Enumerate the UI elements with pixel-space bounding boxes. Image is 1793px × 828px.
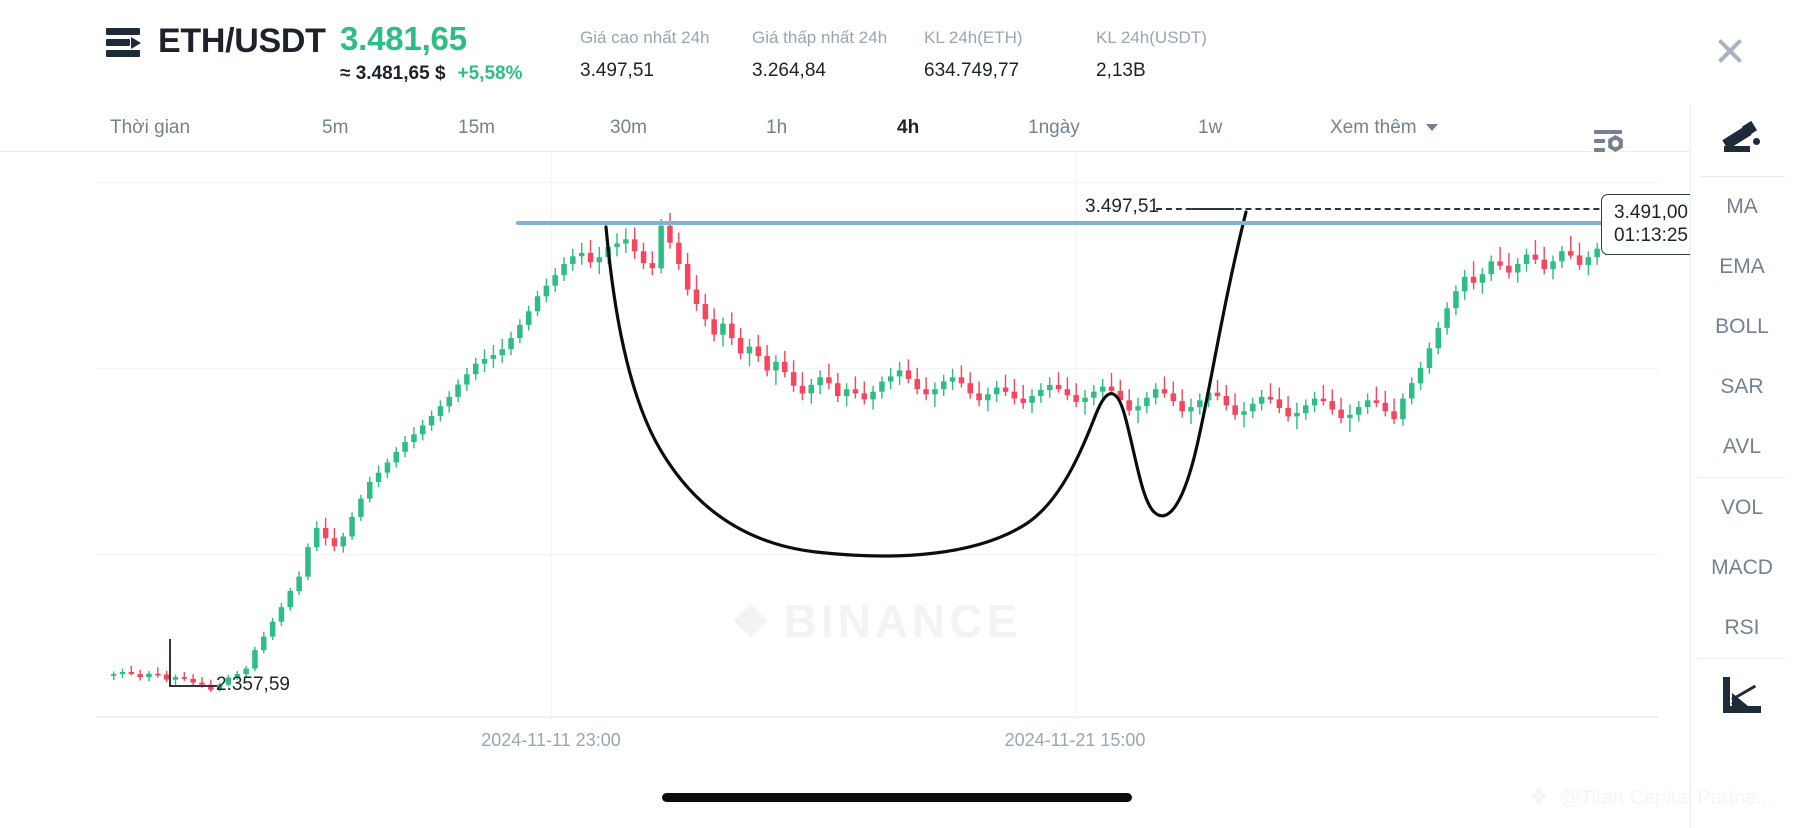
chevron-down-icon	[1425, 124, 1438, 131]
tab-timeframe-4h[interactable]: 4h	[897, 116, 920, 138]
indicator-ma[interactable]: MA	[1726, 195, 1758, 218]
plot-region[interactable]: BINANCE 3.497,51 2.357,59	[96, 152, 1659, 717]
stat-volume-eth: KL 24h(ETH) 634.749,77	[924, 25, 1096, 82]
current-price-dashed-line	[1156, 208, 1659, 210]
timeframe-label: Thời gian	[110, 116, 191, 138]
chart-type-icon	[1723, 677, 1761, 713]
tab-timeframe-1w[interactable]: 1w	[1198, 116, 1223, 138]
indicator-avl[interactable]: AVL	[1722, 435, 1762, 458]
candlestick-series	[110, 206, 1636, 692]
change-percent: +5,58%	[457, 62, 523, 84]
gridline-vertical	[551, 152, 552, 717]
stat-volume-usdt: KL 24h(USDT) 2,13B	[1096, 25, 1288, 82]
stat-value: 3.264,84	[752, 59, 826, 81]
divider	[1699, 477, 1785, 478]
pencil-draw-icon	[1722, 120, 1762, 158]
chart-area[interactable]: BINANCE 3.497,51 2.357,59 3.554,51 3.136…	[0, 152, 1699, 762]
more-label: Xem thêm	[1330, 116, 1417, 138]
tab-timeframe-15m[interactable]: 15m	[458, 116, 495, 138]
stat-label: Giá cao nhất 24h	[580, 28, 710, 47]
gridline	[96, 182, 1659, 183]
divider	[1699, 658, 1785, 659]
divider	[1699, 176, 1785, 177]
market-stats: Giá cao nhất 24h 3.497,51 Giá thấp nhất …	[580, 25, 1288, 82]
eth-logo-icon	[106, 24, 141, 60]
watermark-text: BINANCE	[783, 595, 1022, 647]
stat-label: Giá thấp nhất 24h	[752, 28, 888, 47]
draw-tools-button[interactable]	[1691, 104, 1793, 176]
indicator-ema[interactable]: EMA	[1719, 255, 1765, 278]
credit-text: @Titan Capital Partne...	[1560, 787, 1773, 809]
home-indicator-bar	[661, 793, 1132, 802]
stat-label: KL 24h(ETH)	[924, 28, 1023, 47]
pair-name: ETH/USDT	[158, 22, 326, 60]
stat-value: 634.749,77	[924, 59, 1020, 81]
tab-timeframe-5m[interactable]: 5m	[322, 116, 349, 138]
low-price-annotation: 2.357,59	[216, 674, 290, 695]
x-axis-label: 2024-11-21 15:00	[1004, 730, 1146, 750]
tab-timeframe-1h[interactable]: 1h	[766, 116, 788, 138]
price-block: 3.481,65 ≈ 3.481,65 $ +5,58%	[340, 20, 523, 85]
credit-watermark: @Titan Capital Partne...	[1529, 784, 1773, 810]
last-price: 3.481,65	[340, 20, 467, 57]
indicator-boll[interactable]: BOLL	[1715, 315, 1769, 338]
low-annotation-leader-v	[169, 639, 171, 686]
timeframe-bar: Thời gian 5m 15m 30m 1h 4h 1ngày 1w Xem …	[0, 104, 1690, 152]
x-axis-label: 2024-11-11 23:00	[481, 730, 621, 750]
price-tag-price: 3.491,00	[1614, 202, 1688, 223]
binance-watermark: BINANCE	[733, 594, 1022, 648]
high-price-annotation: 3.497,51	[1085, 196, 1159, 217]
indicator-vol[interactable]: VOL	[1720, 496, 1764, 519]
tab-timeframe-1day[interactable]: 1ngày	[1028, 116, 1080, 138]
stat-value: 3.497,51	[580, 59, 654, 81]
indicator-sidebar: MA EMA BOLL SAR AVL VOL MACD RSI	[1690, 104, 1793, 828]
low-annotation-leader-h	[169, 685, 217, 687]
x-axis-line	[96, 717, 1659, 718]
approx-price: ≈ 3.481,65 $	[340, 62, 446, 84]
stat-low-24h: Giá thấp nhất 24h 3.264,84	[752, 25, 924, 82]
high-annotation-leader	[1192, 208, 1234, 210]
tab-timeframe-30m[interactable]: 30m	[610, 116, 647, 138]
diamond-logo-icon	[1529, 784, 1551, 810]
resistance-line[interactable]	[516, 221, 1659, 225]
chart-settings-icon[interactable]	[1594, 128, 1626, 154]
stat-value: 2,13B	[1096, 59, 1146, 81]
pair-block[interactable]: ETH/USDT	[106, 22, 326, 61]
price-tag-countdown: 01:13:25	[1614, 225, 1688, 247]
chart-type-button[interactable]	[1691, 659, 1793, 731]
indicator-rsi[interactable]: RSI	[1724, 616, 1760, 639]
close-icon[interactable]	[1713, 34, 1747, 68]
header: ETH/USDT 3.481,65 ≈ 3.481,65 $ +5,58% Gi…	[0, 0, 1793, 104]
gridline	[96, 716, 1659, 717]
stat-high-24h: Giá cao nhất 24h 3.497,51	[580, 25, 752, 82]
more-timeframes-button[interactable]: Xem thêm	[1330, 117, 1438, 139]
indicator-sar[interactable]: SAR	[1720, 375, 1764, 398]
stat-label: KL 24h(USDT)	[1096, 28, 1207, 47]
current-price-tag[interactable]: 3.491,00 01:13:25	[1601, 194, 1699, 256]
indicator-macd[interactable]: MACD	[1711, 556, 1773, 579]
